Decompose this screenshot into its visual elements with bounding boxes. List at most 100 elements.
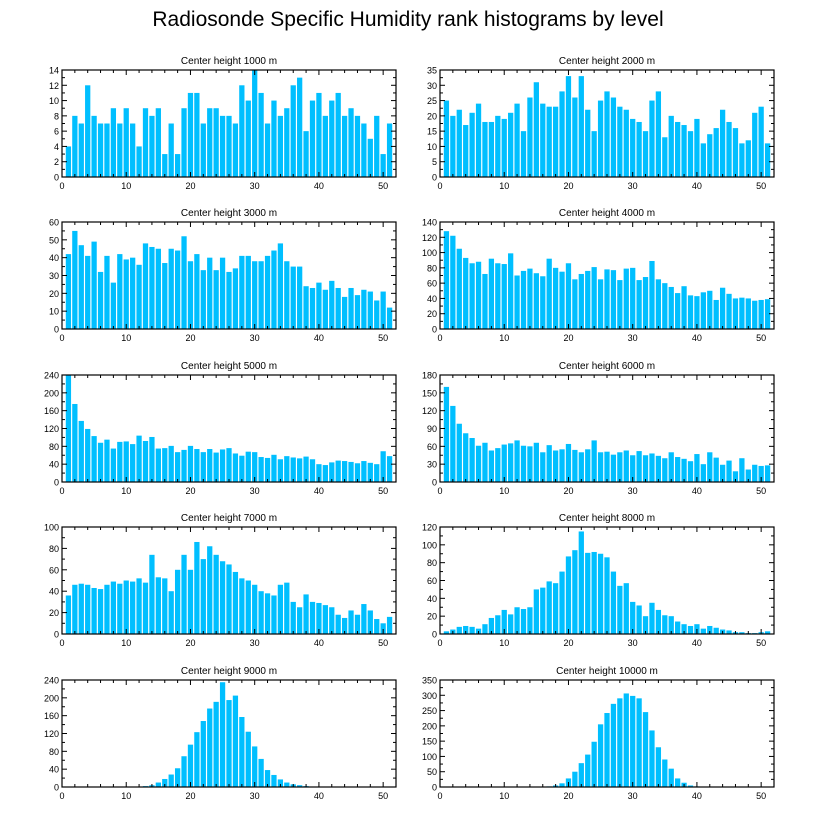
x-tick-label: 0 <box>437 486 442 496</box>
histogram-bar <box>155 448 161 482</box>
x-tick-label: 20 <box>563 333 573 343</box>
histogram-bar <box>380 623 386 634</box>
x-tick-label: 20 <box>563 181 573 191</box>
histogram-bar <box>591 267 597 329</box>
histogram-bar <box>495 615 501 634</box>
histogram-bar <box>745 298 751 329</box>
histogram-bar <box>78 420 84 482</box>
histogram-bar <box>488 258 495 329</box>
histogram-bar <box>514 103 520 177</box>
histogram-bar <box>117 123 123 177</box>
histogram-bar <box>591 551 597 634</box>
y-tick-label: 0 <box>54 325 59 335</box>
x-tick-label: 50 <box>378 791 388 801</box>
histogram-bar <box>732 298 739 329</box>
x-tick-label: 10 <box>121 486 131 496</box>
histogram-bar <box>488 121 495 177</box>
y-tick-label: 0 <box>432 325 437 335</box>
histogram-bar <box>617 698 623 787</box>
histogram-bar <box>655 609 662 634</box>
histogram-bar <box>271 454 277 482</box>
histogram-bar <box>329 280 335 329</box>
x-tick-label: 30 <box>628 791 638 801</box>
histogram-bar <box>540 452 546 482</box>
histogram-bar <box>482 273 488 329</box>
histogram-bar <box>232 453 239 482</box>
x-tick-label: 40 <box>692 486 702 496</box>
chart-panel-10: Center height 10000 m0501001502002503003… <box>422 666 775 801</box>
chart-title: Center height 5000 m <box>181 361 277 372</box>
histogram-bar <box>520 131 527 177</box>
histogram-bar <box>162 778 168 787</box>
x-tick-label: 0 <box>59 638 64 648</box>
histogram-bar <box>694 454 700 482</box>
histogram-bar <box>630 267 636 329</box>
histogram-bar <box>207 546 213 634</box>
histogram-bar <box>713 128 719 177</box>
histogram-bar <box>739 458 745 482</box>
histogram-bar <box>495 263 501 329</box>
histogram-bar <box>271 595 277 634</box>
histogram-bar <box>264 123 271 177</box>
histogram-bar <box>226 448 232 482</box>
x-tick-label: 20 <box>563 791 573 801</box>
histogram-bar <box>501 118 507 177</box>
histogram-bar <box>514 275 520 329</box>
histogram-bar <box>443 100 450 177</box>
histogram-bar <box>264 255 271 329</box>
histogram-bar <box>239 455 245 482</box>
y-tick-label: 10 <box>49 307 59 317</box>
histogram-bar <box>322 115 328 177</box>
histogram-bar <box>142 582 149 634</box>
y-tick-label: 100 <box>422 540 437 550</box>
chart-panel-8: Center height 8000 m 0 20 40 60 80 100 120 0 10 20… <box>422 513 775 648</box>
histogram-bar <box>226 700 232 787</box>
histogram-bar <box>707 290 713 329</box>
histogram-bar <box>303 286 309 329</box>
histogram-bar <box>174 452 181 482</box>
histogram-bar <box>700 628 706 634</box>
histogram-bar <box>585 754 591 787</box>
histogram-bar <box>271 774 277 787</box>
histogram-bar <box>597 553 604 634</box>
x-tick-label: 30 <box>250 638 260 648</box>
histogram-bar <box>726 293 732 329</box>
y-tick-label: 2 <box>54 157 59 167</box>
histogram-bar <box>482 624 488 634</box>
histogram-bar <box>374 464 380 482</box>
x-tick-label: 30 <box>250 333 260 343</box>
chart-title: Center height 1000 m <box>181 56 277 67</box>
histogram-bar <box>463 257 469 329</box>
histogram-bar <box>335 614 341 634</box>
histogram-bar <box>572 449 578 482</box>
x-tick-label: 50 <box>378 333 388 343</box>
histogram-bar <box>469 438 475 482</box>
histogram-bar <box>187 569 194 634</box>
histogram-bar <box>72 584 78 634</box>
histogram-bar <box>636 605 642 634</box>
x-tick-label: 10 <box>499 333 509 343</box>
histogram-bar <box>508 112 514 177</box>
histogram-bar <box>578 763 584 787</box>
histogram-bar <box>123 259 129 329</box>
histogram-bar <box>207 108 213 177</box>
y-tick-label: 60 <box>49 565 59 575</box>
x-tick-label: 40 <box>314 486 324 496</box>
histogram-bar <box>475 103 482 177</box>
histogram-bar <box>258 457 264 482</box>
y-tick-label: 0 <box>432 478 437 488</box>
y-tick-label: 10 <box>49 96 59 106</box>
chart-panel-4: Center height 4000 m 0 20 40 60 80 100 120 140 0 1… <box>422 208 775 343</box>
histogram-bar <box>456 109 462 177</box>
histogram-bar <box>649 730 655 787</box>
histogram-bar <box>386 616 393 634</box>
histogram-bar <box>475 445 482 482</box>
histogram-bar <box>174 768 181 787</box>
y-tick-label: 30 <box>49 271 59 281</box>
histogram-bar <box>546 445 552 482</box>
x-tick-label: 50 <box>378 486 388 496</box>
histogram-bar <box>552 450 559 482</box>
y-tick-label: 240 <box>44 676 59 686</box>
histogram-bar <box>758 465 764 482</box>
histogram-bar <box>361 461 367 482</box>
